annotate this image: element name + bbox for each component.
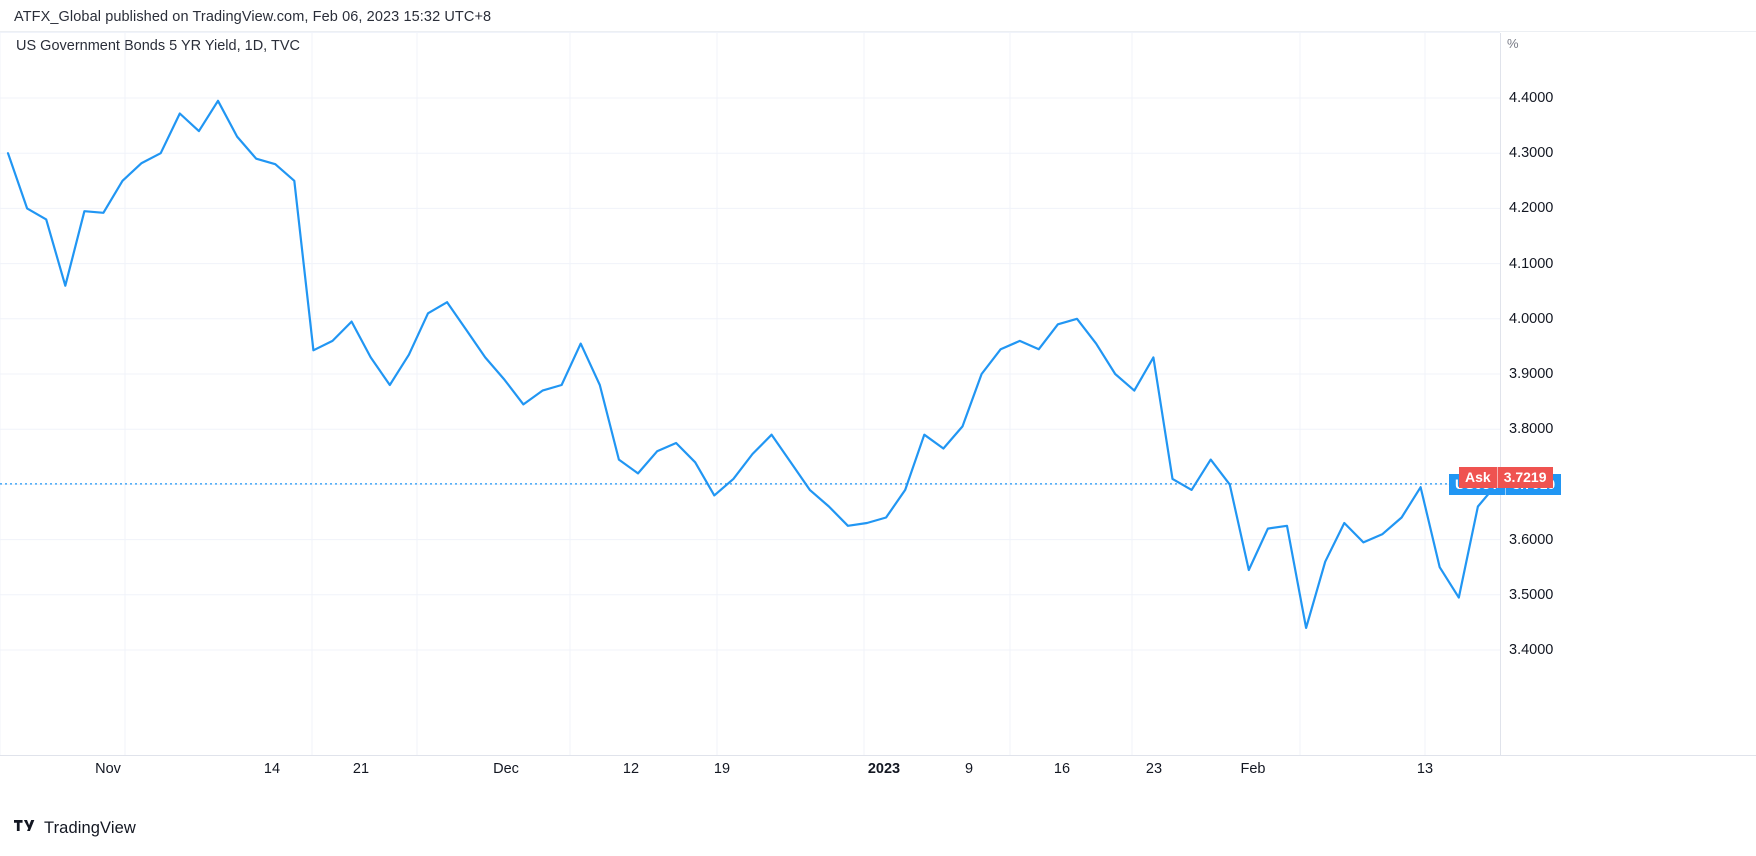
chart-canvas (0, 33, 1500, 755)
time-axis[interactable]: Nov 14 21 Dec 12 19 2023 9 16 23 Feb 13 (0, 756, 1756, 786)
tradingview-brand-text: TradingView (44, 818, 136, 837)
price-axis-tick-label: 3.4000 (1509, 642, 1554, 658)
ask-price-badge[interactable]: Ask 3.7219 (1459, 467, 1553, 489)
price-axis-tick-label: 4.1000 (1509, 255, 1554, 272)
price-axis-unit-label: % (1507, 36, 1519, 51)
price-axis[interactable]: % 4.4000 4.3000 4.2000 4.1000 4.0000 3.9000 3.… (1500, 33, 1756, 755)
price-axis-tick-label: 4.3000 (1509, 145, 1554, 162)
price-axis-tick-label: 3.9000 (1509, 366, 1554, 382)
chart-legend-title[interactable]: US Government Bonds 5 YR Yield, 1D, TVC (16, 38, 300, 54)
time-axis-tick-label: 9 (964, 761, 974, 777)
tradingview-footer[interactable]: TradingView (14, 818, 136, 838)
price-axis-tick-label: 3.6000 (1509, 531, 1554, 548)
time-axis-tick-label: 14 (263, 761, 281, 777)
time-axis-tick-label: Feb (1240, 761, 1266, 777)
time-axis-tick-label: 13 (1416, 761, 1434, 777)
ask-label: Ask (1465, 469, 1491, 486)
time-axis-tick-label: 12 (622, 761, 640, 777)
time-axis-tick-label: 2023 (867, 761, 901, 777)
time-axis-tick-label: Dec (493, 761, 519, 777)
price-axis-tick-label: 3.5000 (1509, 586, 1554, 603)
time-axis-tick-label: 23 (1145, 761, 1163, 777)
ask-price-value: 3.7219 (1496, 467, 1553, 489)
legend-divider (0, 32, 1500, 33)
header-divider (0, 31, 1756, 32)
time-axis-tick-label: 19 (713, 761, 731, 777)
time-axis-divider (0, 755, 1756, 756)
attribution-text: ATFX_Global published on TradingView.com… (14, 9, 492, 25)
tradingview-logo-icon (14, 818, 36, 838)
price-axis-tick-label: 4.2000 (1509, 200, 1554, 217)
price-line-series (6, 99, 1499, 630)
chart-plot-area[interactable] (0, 33, 1500, 755)
time-axis-tick-label: Nov (95, 761, 121, 777)
price-axis-tick-label: 3.8000 (1509, 421, 1554, 438)
price-axis-tick-label: 4.4000 (1509, 90, 1554, 106)
time-axis-tick-label: 16 (1053, 761, 1071, 777)
time-axis-tick-label: 21 (352, 761, 370, 777)
price-axis-tick-label: 4.0000 (1509, 310, 1554, 327)
vertical-gridlines (0, 33, 1426, 755)
horizontal-gridlines (0, 97, 1500, 651)
